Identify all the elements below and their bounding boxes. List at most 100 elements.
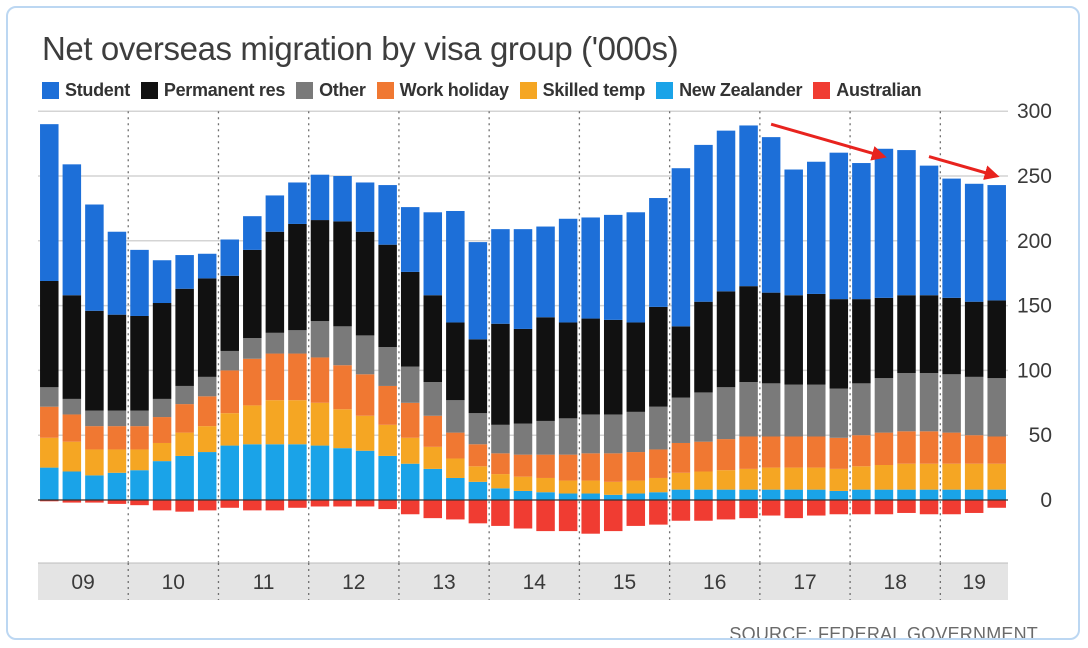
bar-skilled-temp [626,480,646,494]
bar-student [491,229,510,324]
bar-skilled-temp [265,400,285,445]
bar-student [603,214,623,320]
bar-new-zealander [897,489,916,500]
bar-other [671,397,691,443]
bar-skilled-temp [40,437,59,468]
bar-work-holiday [626,452,646,481]
bar-work-holiday [85,426,104,450]
bar-student [85,204,104,311]
bar-permanent-res [761,292,781,384]
bar-student [964,183,984,302]
bar-student [197,253,217,279]
bar-new-zealander [243,444,262,500]
x-tick-label: 10 [162,571,185,594]
legend-label-permanent-res: Permanent res [163,79,286,100]
bar-permanent-res [423,295,443,383]
bar-new-zealander [784,489,803,500]
bar-skilled-temp [671,472,691,490]
bar-other [513,423,533,455]
bar-skilled-temp [152,442,172,462]
bar-australian [603,500,623,532]
bar-work-holiday [333,365,352,410]
bar-other [446,400,465,433]
bar-student [829,152,849,300]
bar-work-holiday [829,437,849,469]
bar-skilled-temp [739,468,758,490]
bar-permanent-res [897,295,916,373]
bar-work-holiday [694,441,713,472]
legend-swatch-work-holiday [376,81,394,99]
bar-new-zealander [62,471,82,500]
bar-student [581,217,600,319]
bar-skilled-temp [446,458,465,478]
bar-work-holiday [874,432,894,466]
bar-skilled-temp [378,424,397,456]
bar-australian [919,500,939,515]
bar-new-zealander [716,489,736,500]
bar-new-zealander [423,468,443,500]
bar-permanent-res [626,322,646,412]
bar-other [964,376,984,436]
bar-new-zealander [581,493,600,500]
x-tick-label: 09 [71,571,94,594]
bar-work-holiday [807,436,826,468]
bar-skilled-temp [400,437,420,464]
bar-permanent-res [107,314,127,411]
bar-work-holiday [536,454,555,478]
bar-other [197,376,217,397]
bar-student [671,168,691,327]
legend-label-other: Other [319,79,366,100]
bar-student [694,144,713,302]
bar-work-holiday [423,415,443,447]
bar-skilled-temp [874,465,894,490]
bar-new-zealander [626,493,646,500]
bar-australian [694,500,713,521]
bar-permanent-res [40,280,59,388]
bar-australian [964,500,984,513]
bar-new-zealander [40,467,59,500]
bar-permanent-res [175,288,194,386]
bar-new-zealander [761,489,781,500]
y-tick-label: 50 [1029,424,1052,447]
bar-australian [852,500,871,515]
bar-new-zealander [874,489,894,500]
bar-other [987,378,1006,437]
bar-student [265,195,285,232]
bar-skilled-temp [964,463,984,490]
bar-student [152,260,172,304]
bar-permanent-res [355,231,375,336]
bar-student [40,124,59,281]
bar-permanent-res [220,275,239,351]
bar-other [220,350,239,371]
bar-skilled-temp [536,477,555,493]
bar-new-zealander [491,488,510,500]
bar-other [175,385,194,405]
bar-work-holiday [603,453,623,482]
bar-skilled-temp [829,468,849,491]
bar-other [784,384,803,437]
bar-other [152,398,172,418]
bar-other [40,387,59,407]
bar-student [220,239,239,276]
bar-work-holiday [852,435,871,467]
bar-new-zealander [829,490,849,500]
legend-item-student: Student [42,80,130,101]
bar-permanent-res [197,278,217,377]
bar-new-zealander [310,445,330,500]
bar-skilled-temp [288,400,307,445]
bar-student [536,226,555,318]
bar-student [784,169,803,296]
bar-other [130,410,149,427]
bar-other [468,413,488,445]
bar-skilled-temp [919,463,939,490]
bar-new-zealander [355,450,375,500]
bar-australian [468,500,488,524]
bar-skilled-temp [694,471,713,490]
bar-student [874,148,894,298]
bar-new-zealander [175,455,194,500]
x-tick-label: 12 [342,571,365,594]
bar-skilled-temp [310,402,330,446]
bar-work-holiday [265,353,285,401]
bar-work-holiday [581,453,600,481]
bar-new-zealander [649,492,668,500]
